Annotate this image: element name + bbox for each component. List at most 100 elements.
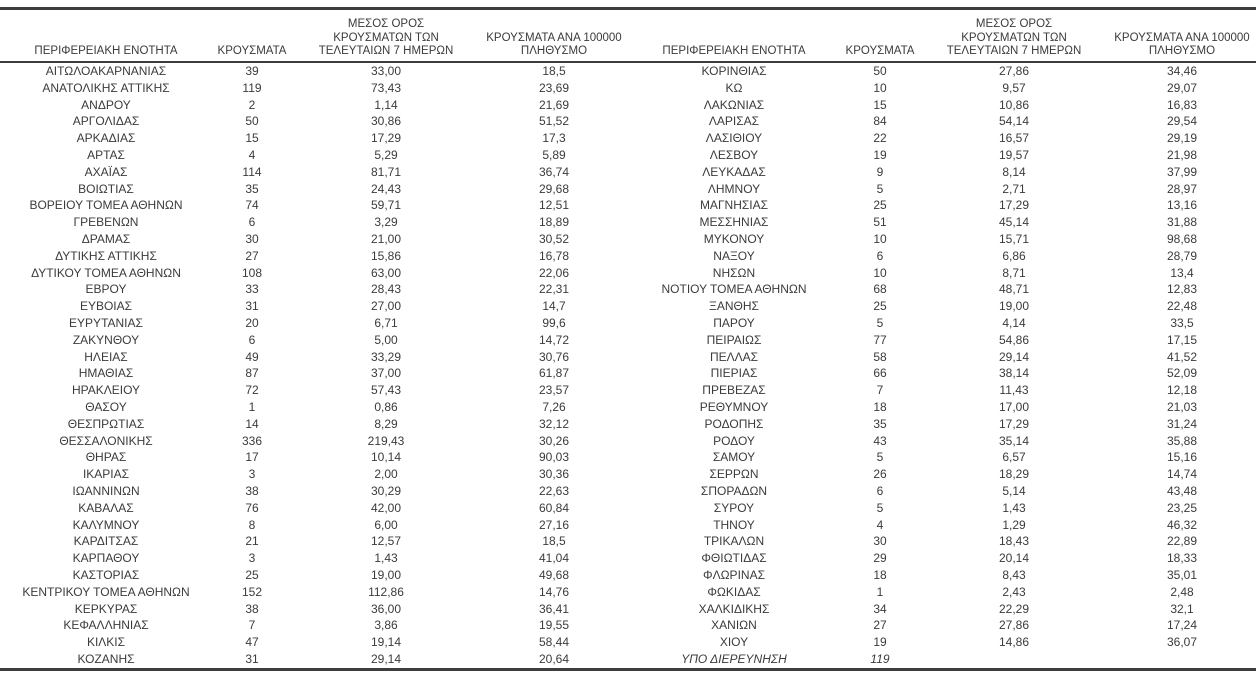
region-cell: ΝΑΞΟΥ bbox=[713, 248, 755, 263]
per100k-cell: 51,52 bbox=[538, 114, 570, 129]
cases-cell: 5 bbox=[876, 500, 884, 515]
region-cell: ΑΡΓΟΛΙΔΑΣ bbox=[72, 114, 140, 129]
avg7days-cell: 2,00 bbox=[374, 467, 398, 482]
per100k-cell: 14,7 bbox=[542, 299, 566, 314]
avg7days-cell: 10,14 bbox=[370, 450, 402, 465]
per100k-cell: 52,09 bbox=[1166, 366, 1198, 381]
cases-cell: 35 bbox=[873, 416, 887, 431]
region-cell: ΝΟΤΙΟΥ ΤΟΜΕΑ ΑΘΗΝΩΝ bbox=[661, 282, 807, 297]
cases-column-header: ΚΡΟΥΣΜΑΤΑ bbox=[840, 8, 920, 63]
per100k-cell: 61,87 bbox=[538, 366, 570, 381]
avg7days-cell: 81,71 bbox=[370, 164, 402, 179]
cases-cell: 19 bbox=[873, 147, 887, 162]
avg7days-cell: 18,29 bbox=[998, 467, 1030, 482]
avg7days-cell: 57,43 bbox=[370, 383, 402, 398]
cases-cell: 31 bbox=[245, 651, 259, 666]
per100k-cell: 23,69 bbox=[538, 80, 570, 95]
avg7days-cell: 73,43 bbox=[370, 80, 402, 95]
region-cell: ΛΑΡΙΣΑΣ bbox=[708, 114, 760, 129]
per100k-cell: 23,25 bbox=[1166, 500, 1198, 515]
avg7days-cell: 1,43 bbox=[374, 551, 398, 566]
avg7days-cell: 63,00 bbox=[370, 265, 402, 280]
avg7days-cell: 6,71 bbox=[374, 315, 398, 330]
cases-cell: 30 bbox=[873, 534, 887, 549]
region-cell: ΘΕΣΣΑΛΟΝΙΚΗΣ bbox=[59, 433, 153, 448]
cases-cell: 4 bbox=[876, 517, 884, 532]
avg7days-column-header: ΜΕΣΟΣ ΟΡΟΣ ΚΡΟΥΣΜΑΤΩΝ ΤΩΝ ΤΕΛΕΥΤΑΙΩΝ 7 Η… bbox=[920, 8, 1108, 63]
table-row: ΙΩΑΝΝΙΝΩΝ 38 30,29 22,63 ΣΠΟΡΑΔΩΝ 6 5,14 43,48 bbox=[0, 483, 1256, 500]
region-cell: ΠΕΛΛΑΣ bbox=[709, 349, 759, 364]
per100k-cell: 28,97 bbox=[1166, 181, 1198, 196]
avg7days-cell: 17,00 bbox=[998, 399, 1030, 414]
avg7days-cell: 18,43 bbox=[998, 534, 1030, 549]
avg7days-cell bbox=[920, 651, 1108, 669]
region-cell: ΔΥΤΙΚΗΣ ΑΤΤΙΚΗΣ bbox=[55, 248, 157, 263]
per100k-cell: 20,64 bbox=[538, 651, 570, 666]
table-row: ΒΟΡΕΙΟΥ ΤΟΜΕΑ ΑΘΗΝΩΝ 74 59,71 12,51 ΜΑΓΝΗΣΙΑ… bbox=[0, 197, 1256, 214]
avg7days-cell: 24,43 bbox=[370, 181, 402, 196]
cases-cell: 38 bbox=[245, 483, 259, 498]
avg7days-cell: 8,71 bbox=[1002, 265, 1026, 280]
cases-cell: 68 bbox=[873, 282, 887, 297]
per100k-cell: 12,18 bbox=[1166, 383, 1198, 398]
per100k-cell: 13,4 bbox=[1170, 265, 1194, 280]
region-cell: ΙΚΑΡΙΑΣ bbox=[82, 467, 130, 482]
avg7days-cell: 5,29 bbox=[374, 147, 398, 162]
per100k-cell: 23,57 bbox=[538, 383, 570, 398]
per100k-cell: 32,1 bbox=[1170, 601, 1194, 616]
per100k-cell: 43,48 bbox=[1166, 483, 1198, 498]
avg7days-cell: 59,71 bbox=[370, 198, 402, 213]
region-cell: ΗΡΑΚΛΕΙΟΥ bbox=[71, 383, 141, 398]
table-row: ΑΝΑΤΟΛΙΚΗΣ ΑΤΤΙΚΗΣ 119 73,43 23,69 ΚΩ 10 9,57 2… bbox=[0, 80, 1256, 97]
region-cell: ΠΑΡΟΥ bbox=[713, 315, 755, 330]
table-row: ΚΑΣΤΟΡΙΑΣ 25 19,00 49,68 ΦΛΩΡΙΝΑΣ 18 8,43 35,01 bbox=[0, 567, 1256, 584]
table-row: ΗΛΕΙΑΣ 49 33,29 30,76 ΠΕΛΛΑΣ 58 29,14 41,52 bbox=[0, 349, 1256, 366]
avg7days-cell: 15,71 bbox=[998, 231, 1030, 246]
region-cell: ΡΕΘΥΜΝΟΥ bbox=[699, 399, 769, 414]
avg7days-cell: 12,57 bbox=[370, 534, 402, 549]
cases-cell: 15 bbox=[873, 97, 887, 112]
cases-cell: 108 bbox=[241, 265, 263, 280]
avg7days-cell: 2,71 bbox=[1002, 181, 1026, 196]
region-cell: ΘΗΡΑΣ bbox=[85, 450, 127, 465]
avg7days-cell: 29,14 bbox=[998, 349, 1030, 364]
avg7days-cell: 8,29 bbox=[374, 416, 398, 431]
header-row: ΠΕΡΙΦΕΡΕΙΑΚΗ ΕΝΟΤΗΤΑ ΚΡΟΥΣΜΑΤΑ ΜΕΣΟΣ ΟΡΟΣ … bbox=[0, 8, 1256, 63]
region-cell: ΑΝΑΤΟΛΙΚΗΣ ΑΤΤΙΚΗΣ bbox=[42, 80, 170, 95]
cases-cell: 35 bbox=[245, 181, 259, 196]
cases-cell: 7 bbox=[248, 618, 256, 633]
table-row: ΚΕΦΑΛΛΗΝΙΑΣ 7 3,86 19,55 ΧΑΝΙΩΝ 27 27,86 17,24 bbox=[0, 617, 1256, 634]
per100k-cell: 12,83 bbox=[1166, 282, 1198, 297]
cases-cell: 58 bbox=[873, 349, 887, 364]
avg7days-cell: 0,86 bbox=[374, 399, 398, 414]
per100k-cell: 22,06 bbox=[538, 265, 570, 280]
table-row: ΘΑΣΟΥ 1 0,86 7,26 ΡΕΘΥΜΝΟΥ 18 17,00 21,03 bbox=[0, 399, 1256, 416]
cases-cell: 51 bbox=[873, 215, 887, 230]
region-cell: ΧΑΝΙΩΝ bbox=[711, 618, 757, 633]
region-cell: ΝΗΣΩΝ bbox=[712, 265, 756, 280]
per100k-cell: 90,03 bbox=[538, 450, 570, 465]
region-cell: ΞΑΝΘΗΣ bbox=[709, 299, 759, 314]
avg7days-cell: 45,14 bbox=[998, 215, 1030, 230]
region-cell: ΒΟΡΕΙΟΥ ΤΟΜΕΑ ΑΘΗΝΩΝ bbox=[29, 198, 183, 213]
region-cell: ΔΥΤΙΚΟΥ ΤΟΜΕΑ ΑΘΗΝΩΝ bbox=[31, 265, 181, 280]
region-cell: ΚΑΒΑΛΑΣ bbox=[78, 500, 134, 515]
avg7days-cell: 8,14 bbox=[1002, 164, 1026, 179]
table-row: ΑΡΤΑΣ 4 5,29 5,89 ΛΕΣΒΟΥ 19 19,57 21,98 bbox=[0, 147, 1256, 164]
avg7days-cell: 54,86 bbox=[998, 332, 1030, 347]
per100k-cell: 17,3 bbox=[542, 131, 566, 146]
cases-cell: 27 bbox=[873, 618, 887, 633]
region-cell: ΜΑΓΝΗΣΙΑΣ bbox=[699, 198, 769, 213]
region-cell: ΙΩΑΝΝΙΝΩΝ bbox=[72, 483, 140, 498]
avg7days-cell: 11,43 bbox=[999, 383, 1029, 398]
region-cell: ΚΕΦΑΛΛΗΝΙΑΣ bbox=[63, 618, 149, 633]
per100k-cell: 28,79 bbox=[1166, 248, 1198, 263]
cases-cell: 6 bbox=[248, 215, 256, 230]
per100k-cell: 46,32 bbox=[1166, 517, 1198, 532]
cases-cell: 1 bbox=[248, 399, 256, 414]
region-cell: ΥΠΟ ΔΙΕΡΕΥΝΗΣΗ bbox=[681, 651, 787, 666]
cases-cell: 152 bbox=[241, 584, 263, 599]
cases-cell: 49 bbox=[245, 349, 259, 364]
avg7days-cell: 19,14 bbox=[370, 635, 402, 650]
region-cell: ΠΕΙΡΑΙΩΣ bbox=[706, 332, 762, 347]
